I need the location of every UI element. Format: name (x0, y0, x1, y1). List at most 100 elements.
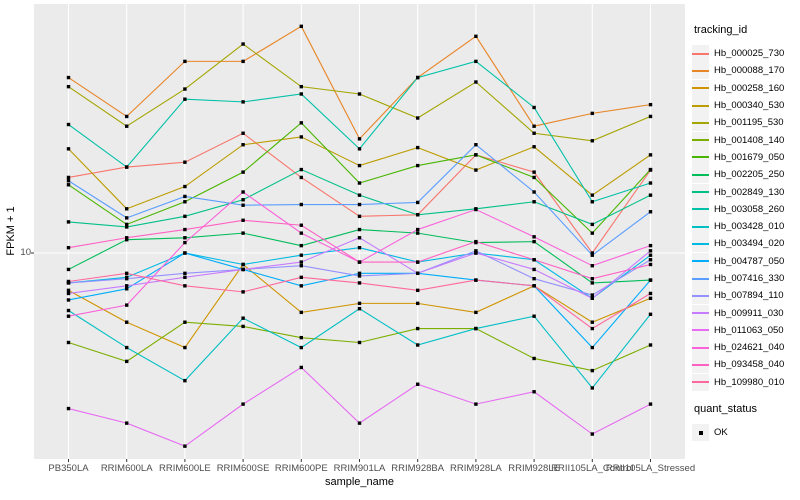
data-point (590, 200, 594, 204)
data-point (590, 111, 594, 116)
data-point (648, 262, 653, 267)
x-axis-tick-label: RRIM600PE (274, 463, 328, 474)
data-point (648, 249, 653, 253)
data-point (357, 147, 362, 151)
legend-entry-label: Hb_003058_260 (714, 203, 785, 215)
data-point (357, 245, 362, 250)
legend-key-line-icon (692, 200, 709, 218)
data-point (183, 275, 187, 280)
data-point (299, 365, 303, 370)
legend-entry-label: Hb_002849_130 (714, 186, 785, 198)
legend-key-line-icon (692, 252, 709, 270)
data-point (590, 281, 594, 285)
data-point (125, 303, 129, 307)
data-point (357, 227, 362, 232)
data-point (474, 80, 478, 84)
legend-key-line-icon (692, 304, 709, 322)
data-point (183, 345, 187, 350)
data-point (183, 184, 187, 189)
data-point (648, 402, 653, 406)
data-point (241, 100, 245, 104)
data-point (183, 251, 187, 255)
data-point (590, 320, 594, 324)
legend-entry-label: Hb_009911_030 (714, 307, 784, 319)
legend-key-line-icon (692, 218, 709, 236)
legend-key-line-icon (692, 97, 709, 115)
data-point (299, 24, 303, 29)
data-point (125, 236, 129, 240)
legend-entry: Hb_093458_040 (692, 356, 800, 374)
legend-entry-label: Hb_004787_050 (714, 255, 785, 267)
legend-entry-label: Hb_002205_250 (714, 169, 785, 181)
data-point (241, 324, 245, 329)
data-point (532, 170, 536, 174)
data-point (590, 193, 594, 197)
data-point (474, 278, 478, 282)
x-axis-tick-label: RRIM928BA (391, 463, 445, 474)
data-point (532, 200, 536, 204)
data-point (532, 314, 536, 318)
data-point (125, 165, 129, 169)
legend-entry: Hb_000340_530 (692, 97, 800, 115)
data-point (66, 291, 71, 296)
data-point (357, 274, 362, 278)
data-point (183, 284, 187, 288)
legend-key-line-icon (692, 356, 709, 374)
legend-entry-label: Hb_109980_010 (714, 376, 785, 388)
data-point (416, 75, 420, 80)
data-point (532, 284, 536, 288)
data-point (125, 237, 129, 242)
data-point (474, 310, 478, 315)
data-point (416, 227, 420, 232)
data-point (183, 271, 187, 276)
data-point (357, 181, 362, 185)
data-point (474, 326, 478, 331)
data-point (183, 444, 187, 448)
data-point (66, 75, 71, 80)
data-point (357, 92, 362, 96)
legend-entry-ok: OK (692, 424, 800, 442)
data-point (648, 243, 653, 248)
data-point (532, 105, 536, 110)
data-point (590, 276, 594, 281)
data-point (125, 124, 129, 128)
data-point (416, 382, 420, 386)
data-point (474, 153, 478, 157)
legend-entry: Hb_024621_040 (692, 339, 800, 357)
legend-entry: Hb_007416_330 (692, 270, 800, 287)
data-point (241, 218, 245, 222)
data-point (125, 345, 129, 350)
data-point (532, 258, 536, 262)
data-point (183, 240, 187, 245)
data-point (357, 421, 362, 425)
data-point (416, 145, 420, 150)
data-point (241, 190, 245, 194)
data-point (648, 343, 653, 347)
data-point (241, 262, 245, 267)
legend-key-line-icon (692, 339, 709, 357)
data-point (299, 84, 303, 89)
data-point (590, 139, 594, 143)
data-point (357, 306, 362, 311)
data-point (241, 42, 245, 46)
x-axis-tick-label: RRIM600SE (216, 463, 270, 474)
x-axis-tick-label: RRIM928LE (508, 463, 560, 474)
data-point (299, 260, 303, 264)
legend: tracking_id Hb_000025_730 Hb_000088_170 Hb… (692, 24, 800, 442)
legend-key-line-icon (692, 114, 709, 132)
data-point (125, 276, 129, 281)
data-point (357, 271, 362, 276)
data-point (241, 59, 245, 64)
data-point (474, 168, 478, 172)
data-point (125, 216, 129, 220)
data-point (299, 335, 303, 340)
data-point (648, 312, 653, 316)
legend-entry: Hb_002205_250 (692, 166, 800, 184)
data-point (416, 343, 420, 347)
data-point (299, 231, 303, 235)
data-point (241, 203, 245, 207)
legend-entry-label: Hb_007416_330 (714, 273, 785, 284)
data-point (648, 153, 653, 157)
legend-entry: Hb_009911_030 (692, 304, 800, 322)
